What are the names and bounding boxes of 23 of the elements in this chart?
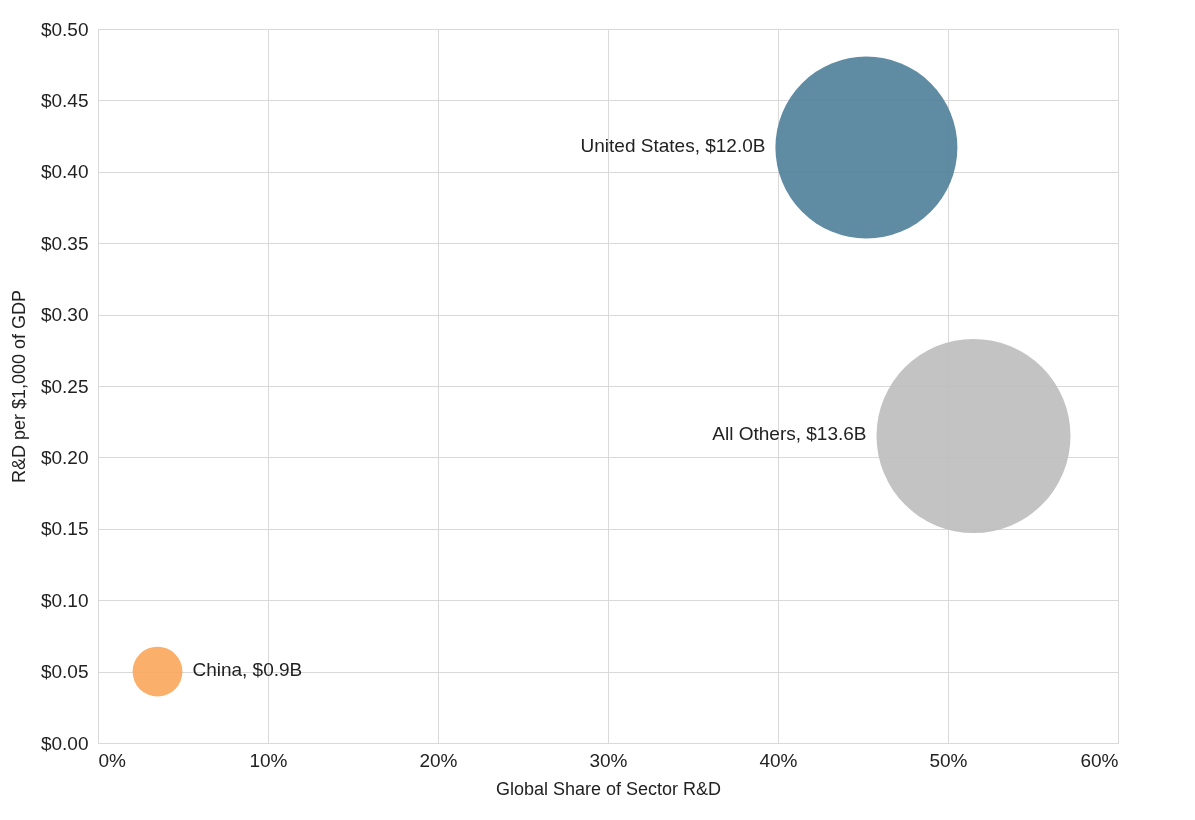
y-tick-label: $0.45 [40,89,89,111]
y-tick-label: $0.30 [40,304,89,326]
y-tick-label: $0.00 [40,732,89,754]
x-axis-title: Global Share of Sector R&D [495,778,722,799]
x-tick-label: 30% [589,749,628,771]
y-tick-label: $0.05 [40,661,89,683]
y-tick-label: $0.35 [40,232,89,254]
annotation: All Others, $13.6B [712,422,867,444]
x-tick-label: 20% [419,749,458,771]
x-tick-label: 50% [929,749,968,771]
x-tick-label: 10% [249,749,288,771]
y-tick-label: $0.40 [40,161,89,183]
x-tick-label: 0% [98,749,127,771]
x-tick-label: 60% [1080,749,1119,771]
y-tick-label: $0.10 [40,589,89,611]
annotation: China, $0.9B [192,658,303,680]
y-tick-label: $0.20 [40,446,89,468]
annotation: United States, $12.0B [580,134,766,156]
y-axis-title: R&D per $1,000 of GDP [8,289,29,484]
x-tick-label: 40% [759,749,798,771]
y-tick-label: $0.15 [40,518,89,540]
y-tick-label: $0.25 [40,375,89,397]
y-tick-label: $0.50 [40,18,89,40]
